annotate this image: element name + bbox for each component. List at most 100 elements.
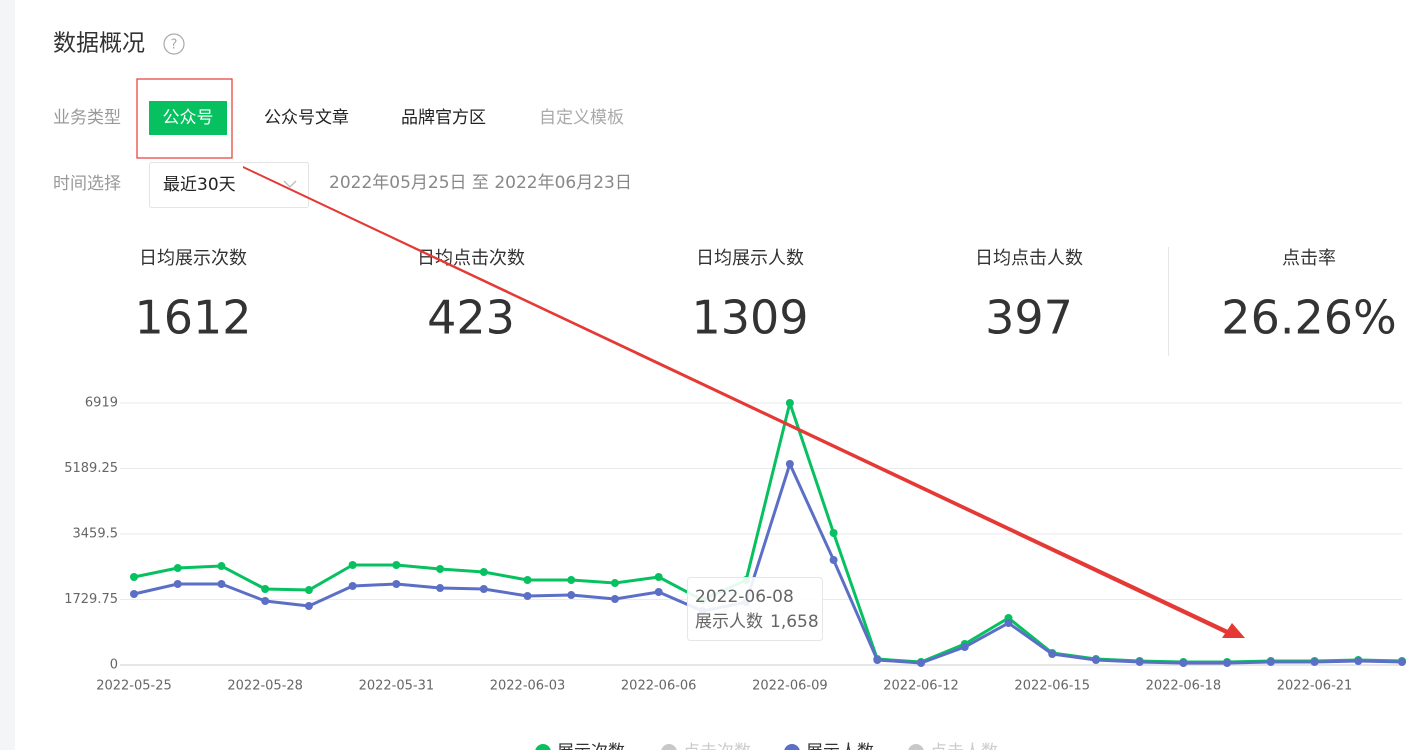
x-tick-label: 2022-06-09 — [752, 679, 828, 694]
y-tick-label: 3459.5 — [73, 527, 119, 542]
data-point — [217, 562, 226, 571]
side-strip — [0, 0, 15, 750]
data-point — [217, 580, 226, 589]
data-point — [917, 658, 926, 667]
data-point — [261, 597, 270, 606]
data-point — [304, 602, 313, 611]
tooltip — [687, 577, 823, 641]
arrow-head — [1222, 623, 1245, 638]
stat-label: 日均点击人数 — [975, 248, 1083, 269]
data-point — [479, 567, 488, 576]
data-point — [829, 528, 838, 537]
stat-value: 26.26% — [1221, 291, 1396, 345]
tooltip-value: 1,658 — [770, 612, 819, 632]
y-tick-label: 6919 — [85, 396, 118, 411]
time-label: 时间选择 — [53, 174, 121, 194]
x-tick-label: 2022-06-12 — [883, 679, 959, 694]
time-select[interactable] — [149, 162, 309, 208]
x-tick-label: 2022-06-21 — [1277, 679, 1353, 694]
data-point — [1223, 658, 1232, 667]
legend-label: 展示次数 — [557, 742, 625, 750]
data-point — [1135, 658, 1144, 667]
time-select-value: 最近30天 — [163, 175, 236, 195]
annotation-arrow — [243, 166, 1228, 634]
data-point — [567, 575, 576, 584]
data-point — [1266, 658, 1275, 667]
y-tick-label: 5189.25 — [64, 461, 118, 476]
series-line — [133, 462, 1403, 665]
tooltip-title: 2022-06-08 — [695, 587, 794, 607]
data-point — [173, 580, 182, 589]
stat-value: 423 — [427, 291, 515, 345]
x-tick-label: 2022-06-15 — [1014, 679, 1090, 694]
stat-value: 397 — [985, 291, 1073, 345]
data-point — [1048, 650, 1057, 659]
data-point — [610, 594, 619, 603]
data-point — [1398, 658, 1406, 667]
data-point — [392, 560, 401, 569]
legend-swatch — [661, 744, 677, 750]
help-icon-glyph: ? — [171, 38, 178, 53]
legend-swatch — [908, 744, 924, 750]
legend-label: 展示人数 — [806, 742, 874, 750]
x-tick-label: 2022-06-03 — [490, 679, 566, 694]
data-point — [479, 585, 488, 594]
stat-label: 日均展示次数 — [139, 248, 247, 269]
y-tick-label: 1729.75 — [64, 592, 118, 607]
data-point — [567, 591, 576, 600]
x-tick-label: 2022-06-18 — [1146, 679, 1222, 694]
data-point — [392, 580, 401, 589]
data-point — [785, 460, 794, 469]
data-point — [436, 584, 445, 593]
data-point — [1354, 656, 1363, 665]
data-point — [873, 656, 882, 665]
data-point — [523, 592, 532, 601]
x-tick-label: 2022-05-25 — [96, 679, 172, 694]
data-point — [173, 564, 182, 573]
legend-label: 点击人数 — [930, 742, 998, 750]
data-point — [130, 572, 138, 581]
data-point — [436, 565, 445, 574]
data-point — [960, 643, 969, 652]
tab[interactable]: 公众号文章 — [264, 108, 349, 128]
data-point — [610, 579, 619, 588]
x-tick-label: 2022-05-28 — [227, 679, 303, 694]
tab[interactable]: 品牌官方区 — [401, 108, 486, 128]
y-tick-label: 0 — [110, 658, 118, 673]
data-point — [304, 586, 313, 595]
data-point — [785, 399, 794, 407]
x-tick-label: 2022-06-06 — [621, 679, 697, 694]
legend-label: 点击次数 — [683, 742, 751, 750]
data-point — [654, 572, 663, 581]
data-point — [1310, 658, 1319, 667]
data-point — [654, 587, 663, 596]
data-point — [130, 589, 138, 598]
data-point — [523, 575, 532, 584]
chevron — [283, 180, 297, 188]
stat-label: 日均展示人数 — [696, 248, 804, 269]
tab[interactable]: 公众号 — [163, 108, 214, 128]
tab[interactable]: 自定义模板 — [539, 108, 624, 128]
tooltip-series: 展示人数 — [695, 612, 763, 632]
stat-label: 点击率 — [1282, 248, 1336, 269]
date-range: 2022年05月25日 至 2022年06月23日 — [329, 173, 632, 193]
data-point — [348, 582, 357, 591]
stat-label: 日均点击次数 — [417, 248, 525, 269]
stat-value: 1309 — [691, 291, 808, 345]
data-point — [1179, 658, 1188, 667]
tab-active-bg — [149, 101, 227, 135]
stat-value: 1612 — [134, 291, 251, 345]
x-tick-label: 2022-05-31 — [359, 679, 435, 694]
legend-swatch — [784, 744, 800, 750]
highlight-box — [136, 78, 233, 159]
data-point — [348, 560, 357, 569]
data-point — [261, 585, 270, 594]
data-point — [1091, 656, 1100, 665]
data-point — [1004, 619, 1013, 628]
page-title: 数据概况 — [53, 31, 145, 57]
legend-swatch — [535, 744, 551, 750]
help-icon[interactable] — [163, 33, 185, 55]
type-label: 业务类型 — [53, 108, 121, 128]
